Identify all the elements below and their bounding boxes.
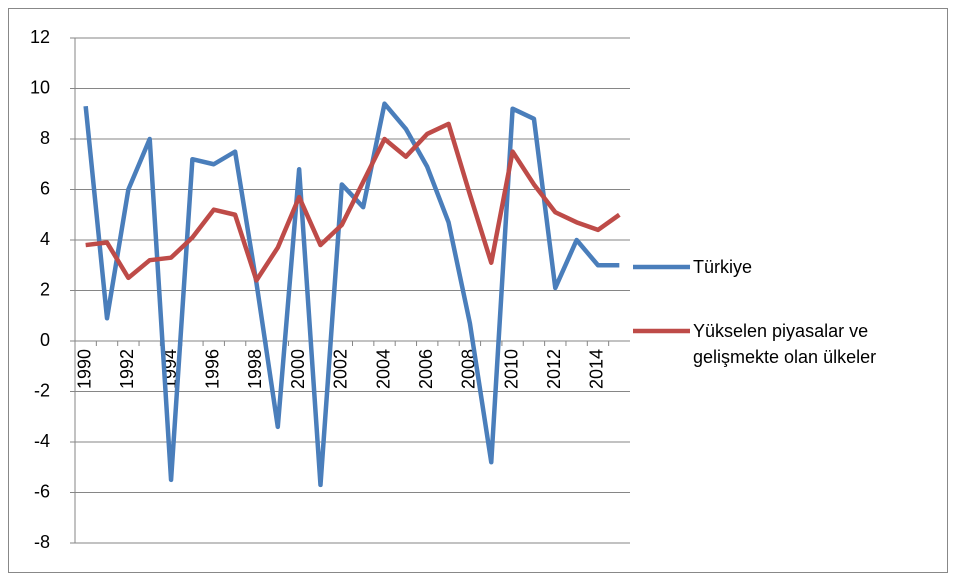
x-tick-label: 2004 [373, 349, 393, 389]
y-tick-label: 4 [40, 229, 50, 249]
y-tick-label: 0 [40, 330, 50, 350]
legend-label: Türkiye [693, 257, 753, 277]
y-tick-label: -8 [34, 532, 50, 552]
y-tick-label: -4 [34, 431, 50, 451]
series-line [85, 121, 621, 283]
series-line [83, 101, 620, 488]
y-tick-label: 8 [40, 128, 50, 148]
y-tick-label: 6 [40, 178, 50, 198]
y-tick-label: 2 [40, 279, 50, 299]
x-tick-label: 2000 [288, 349, 308, 389]
legend-label: Yükselen piyasalar ve gelişmekte olan ül… [693, 321, 877, 367]
x-tick-label: 2006 [416, 349, 436, 389]
x-tick-label: 2010 [501, 349, 521, 389]
x-tick-label: 2014 [587, 349, 607, 389]
y-tick-label: 10 [30, 77, 50, 97]
y-tick-label: -6 [34, 481, 50, 501]
y-tick-label: -2 [34, 380, 50, 400]
x-tick-label: 1998 [245, 349, 265, 389]
x-tick-label: 2002 [331, 349, 351, 389]
x-tick-label: 1996 [203, 349, 223, 389]
x-tick-label: 2012 [544, 349, 564, 389]
x-tick-label: 1992 [117, 349, 137, 389]
x-tick-label: 1990 [74, 349, 94, 389]
y-tick-label: 12 [30, 27, 50, 47]
